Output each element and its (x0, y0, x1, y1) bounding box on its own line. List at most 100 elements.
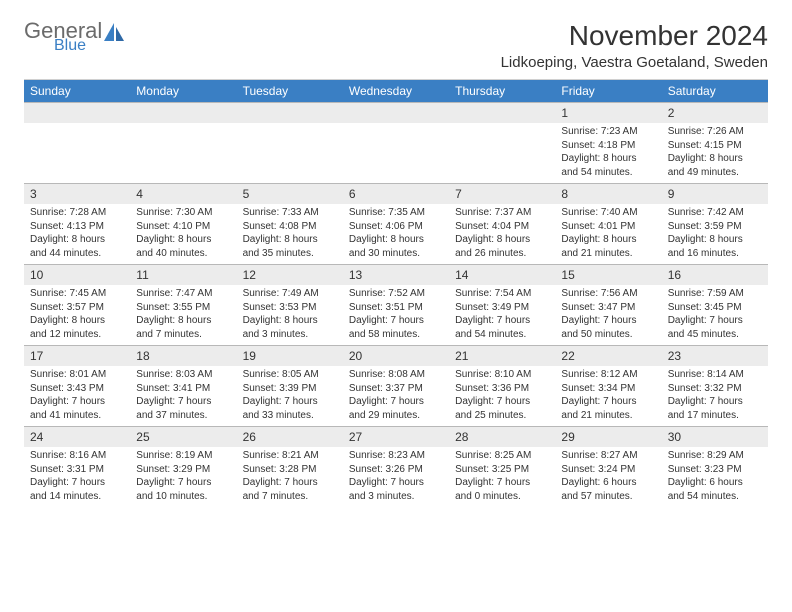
day-body: Sunrise: 7:49 AMSunset: 3:53 PMDaylight:… (237, 285, 343, 345)
sunrise-text: Sunrise: 7:49 AM (243, 287, 337, 301)
day-cell: 6Sunrise: 7:35 AMSunset: 4:06 PMDaylight… (343, 184, 449, 264)
sunrise-text: Sunrise: 8:16 AM (30, 449, 124, 463)
sunrise-text: Sunrise: 8:12 AM (561, 368, 655, 382)
sunset-text: Sunset: 4:06 PM (349, 220, 443, 234)
day-number (343, 103, 449, 123)
daylight-text: Daylight: 7 hours and 21 minutes. (561, 395, 655, 422)
daylight-text: Daylight: 8 hours and 12 minutes. (30, 314, 124, 341)
day-number: 12 (237, 265, 343, 285)
week-row: 24Sunrise: 8:16 AMSunset: 3:31 PMDayligh… (24, 426, 768, 507)
daylight-text: Daylight: 6 hours and 54 minutes. (668, 476, 762, 503)
sunrise-text: Sunrise: 8:08 AM (349, 368, 443, 382)
week-row: 3Sunrise: 7:28 AMSunset: 4:13 PMDaylight… (24, 183, 768, 264)
sunset-text: Sunset: 3:41 PM (136, 382, 230, 396)
day-number: 17 (24, 346, 130, 366)
sunset-text: Sunset: 3:29 PM (136, 463, 230, 477)
daylight-text: Daylight: 7 hours and 41 minutes. (30, 395, 124, 422)
sunrise-text: Sunrise: 7:40 AM (561, 206, 655, 220)
daylight-text: Daylight: 8 hours and 44 minutes. (30, 233, 124, 260)
day-body: Sunrise: 7:52 AMSunset: 3:51 PMDaylight:… (343, 285, 449, 345)
day-cell (24, 103, 130, 183)
sunrise-text: Sunrise: 8:14 AM (668, 368, 762, 382)
month-title: November 2024 (501, 20, 768, 52)
week-row: 1Sunrise: 7:23 AMSunset: 4:18 PMDaylight… (24, 102, 768, 183)
week-row: 10Sunrise: 7:45 AMSunset: 3:57 PMDayligh… (24, 264, 768, 345)
day-body: Sunrise: 8:29 AMSunset: 3:23 PMDaylight:… (662, 447, 768, 507)
day-body: Sunrise: 7:54 AMSunset: 3:49 PMDaylight:… (449, 285, 555, 345)
sunset-text: Sunset: 4:15 PM (668, 139, 762, 153)
daylight-text: Daylight: 7 hours and 37 minutes. (136, 395, 230, 422)
sunset-text: Sunset: 3:51 PM (349, 301, 443, 315)
dayhead-friday: Friday (555, 80, 661, 102)
day-number (130, 103, 236, 123)
day-number: 10 (24, 265, 130, 285)
day-number: 25 (130, 427, 236, 447)
day-body: Sunrise: 8:08 AMSunset: 3:37 PMDaylight:… (343, 366, 449, 426)
sunrise-text: Sunrise: 8:10 AM (455, 368, 549, 382)
day-cell: 17Sunrise: 8:01 AMSunset: 3:43 PMDayligh… (24, 346, 130, 426)
day-cell: 28Sunrise: 8:25 AMSunset: 3:25 PMDayligh… (449, 427, 555, 507)
day-cell: 8Sunrise: 7:40 AMSunset: 4:01 PMDaylight… (555, 184, 661, 264)
day-cell: 3Sunrise: 7:28 AMSunset: 4:13 PMDaylight… (24, 184, 130, 264)
sunset-text: Sunset: 3:23 PM (668, 463, 762, 477)
daylight-text: Daylight: 7 hours and 10 minutes. (136, 476, 230, 503)
daylight-text: Daylight: 8 hours and 30 minutes. (349, 233, 443, 260)
title-block: November 2024 Lidkoeping, Vaestra Goetal… (501, 20, 768, 71)
sunset-text: Sunset: 4:04 PM (455, 220, 549, 234)
day-number: 22 (555, 346, 661, 366)
sunrise-text: Sunrise: 7:30 AM (136, 206, 230, 220)
day-number: 9 (662, 184, 768, 204)
sunset-text: Sunset: 3:49 PM (455, 301, 549, 315)
day-cell: 16Sunrise: 7:59 AMSunset: 3:45 PMDayligh… (662, 265, 768, 345)
sunrise-text: Sunrise: 7:26 AM (668, 125, 762, 139)
daylight-text: Daylight: 7 hours and 3 minutes. (349, 476, 443, 503)
daylight-text: Daylight: 8 hours and 26 minutes. (455, 233, 549, 260)
day-body: Sunrise: 7:45 AMSunset: 3:57 PMDaylight:… (24, 285, 130, 345)
daylight-text: Daylight: 8 hours and 21 minutes. (561, 233, 655, 260)
day-number (449, 103, 555, 123)
day-number: 5 (237, 184, 343, 204)
logo-sail-icon (104, 23, 126, 41)
day-cell: 21Sunrise: 8:10 AMSunset: 3:36 PMDayligh… (449, 346, 555, 426)
day-number: 21 (449, 346, 555, 366)
sunset-text: Sunset: 4:13 PM (30, 220, 124, 234)
day-number: 2 (662, 103, 768, 123)
daylight-text: Daylight: 8 hours and 35 minutes. (243, 233, 337, 260)
day-body: Sunrise: 7:28 AMSunset: 4:13 PMDaylight:… (24, 204, 130, 264)
sunset-text: Sunset: 3:45 PM (668, 301, 762, 315)
sunrise-text: Sunrise: 7:52 AM (349, 287, 443, 301)
day-number: 1 (555, 103, 661, 123)
sunrise-text: Sunrise: 7:56 AM (561, 287, 655, 301)
day-body: Sunrise: 8:14 AMSunset: 3:32 PMDaylight:… (662, 366, 768, 426)
day-body: Sunrise: 8:10 AMSunset: 3:36 PMDaylight:… (449, 366, 555, 426)
day-cell: 12Sunrise: 7:49 AMSunset: 3:53 PMDayligh… (237, 265, 343, 345)
dayhead-monday: Monday (130, 80, 236, 102)
sunset-text: Sunset: 3:53 PM (243, 301, 337, 315)
sunrise-text: Sunrise: 7:47 AM (136, 287, 230, 301)
sunrise-text: Sunrise: 8:19 AM (136, 449, 230, 463)
sunrise-text: Sunrise: 7:33 AM (243, 206, 337, 220)
daylight-text: Daylight: 7 hours and 17 minutes. (668, 395, 762, 422)
day-body: Sunrise: 7:40 AMSunset: 4:01 PMDaylight:… (555, 204, 661, 264)
day-cell (343, 103, 449, 183)
sunrise-text: Sunrise: 7:37 AM (455, 206, 549, 220)
day-body: Sunrise: 7:56 AMSunset: 3:47 PMDaylight:… (555, 285, 661, 345)
daylight-text: Daylight: 6 hours and 57 minutes. (561, 476, 655, 503)
sunset-text: Sunset: 4:01 PM (561, 220, 655, 234)
dayhead-tuesday: Tuesday (237, 80, 343, 102)
dayhead-saturday: Saturday (662, 80, 768, 102)
daylight-text: Daylight: 7 hours and 0 minutes. (455, 476, 549, 503)
sunrise-text: Sunrise: 8:29 AM (668, 449, 762, 463)
sunset-text: Sunset: 3:34 PM (561, 382, 655, 396)
day-cell: 26Sunrise: 8:21 AMSunset: 3:28 PMDayligh… (237, 427, 343, 507)
sunrise-text: Sunrise: 7:59 AM (668, 287, 762, 301)
day-cell: 23Sunrise: 8:14 AMSunset: 3:32 PMDayligh… (662, 346, 768, 426)
sunset-text: Sunset: 3:36 PM (455, 382, 549, 396)
daylight-text: Daylight: 7 hours and 58 minutes. (349, 314, 443, 341)
sunset-text: Sunset: 3:24 PM (561, 463, 655, 477)
day-cell: 9Sunrise: 7:42 AMSunset: 3:59 PMDaylight… (662, 184, 768, 264)
sunset-text: Sunset: 4:18 PM (561, 139, 655, 153)
day-cell: 4Sunrise: 7:30 AMSunset: 4:10 PMDaylight… (130, 184, 236, 264)
day-number: 14 (449, 265, 555, 285)
day-body: Sunrise: 8:27 AMSunset: 3:24 PMDaylight:… (555, 447, 661, 507)
